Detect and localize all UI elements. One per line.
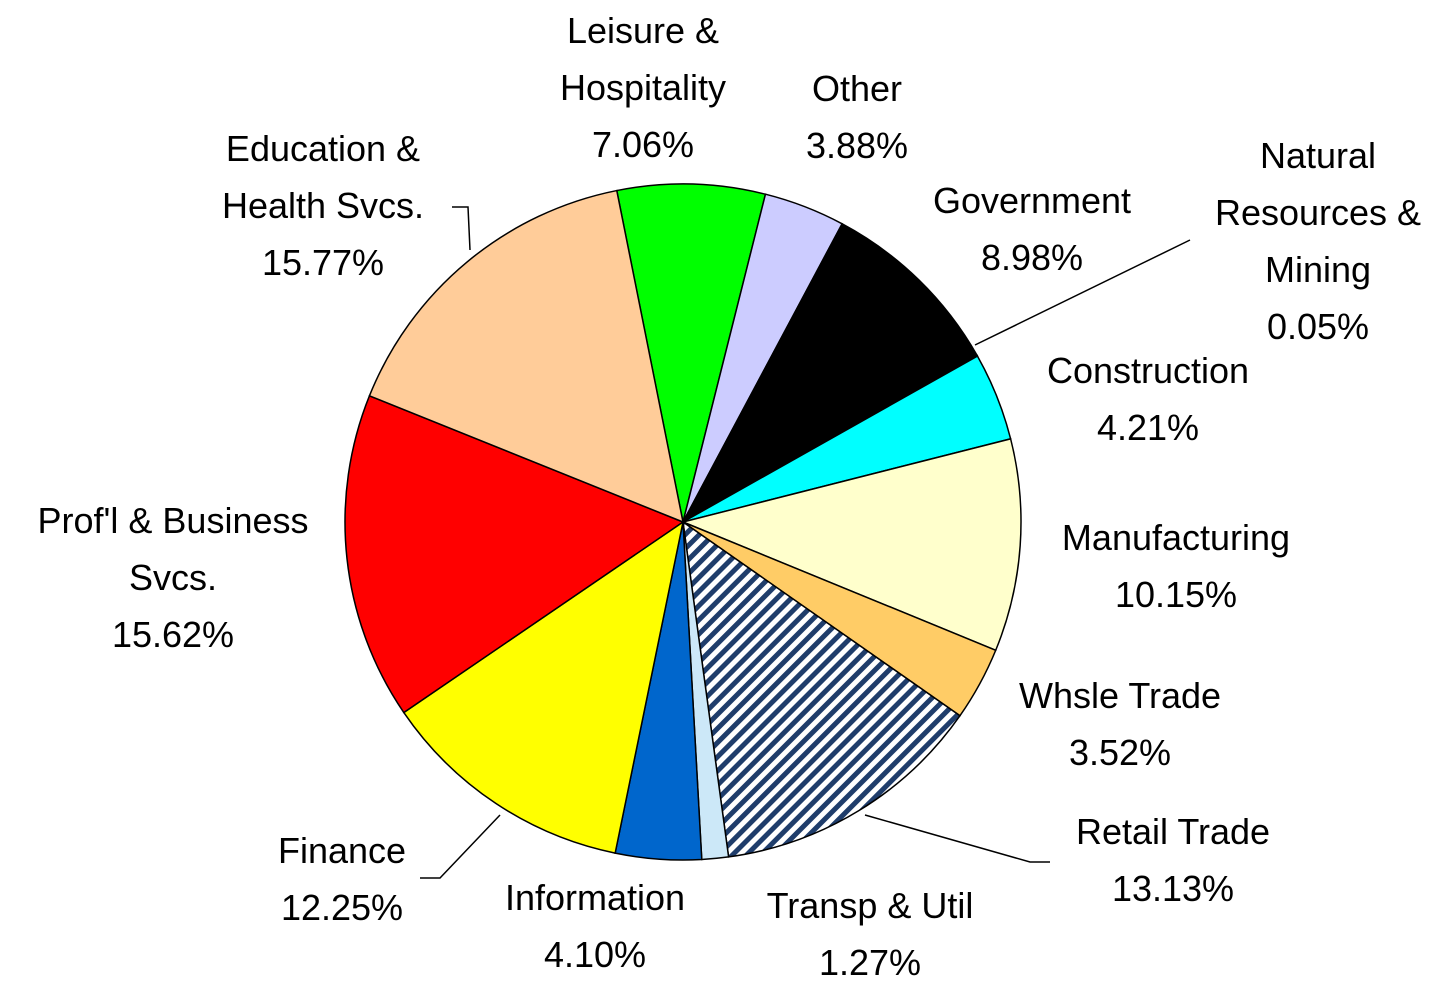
slice-label: Information 4.10% [505,869,685,981]
category-label: Leisure & Hospitality [559,10,727,108]
value-label: 13.13% [1111,868,1235,909]
pie-slice [680,437,1022,652]
category-label: Information [504,877,686,918]
value-label: 7.06% [591,124,695,165]
category-label: Retail Trade [1075,811,1271,852]
pie-slice [615,183,767,523]
value-label: 0.05% [1266,306,1370,347]
slice-label: Retail Trade 13.13% [1076,803,1270,917]
pie-slice [344,394,685,714]
category-label: Construction [1046,350,1250,391]
leader-line [452,206,471,251]
value-label: 3.88% [805,125,909,166]
slice-label: Construction 4.21% [1047,342,1249,456]
slice-label: Leisure & Hospitality 7.06% [560,2,726,173]
pie-slice [682,520,962,858]
slice-label: Education & Health Svcs. 15.77% [222,120,424,291]
value-label: 8.98% [980,237,1084,278]
slice-label: Finance 12.25% [278,822,406,936]
slice-label: Natural Resources & Mining 0.05% [1215,127,1421,355]
value-label: 4.10% [543,934,647,975]
category-label: Other [811,68,903,109]
slice-label: Manufacturing 10.15% [1062,509,1290,623]
leader-lines [420,206,1191,879]
value-label: 10.15% [1114,574,1238,615]
pie-slice [402,520,685,855]
category-label: Natural Resources & Mining [1214,135,1422,290]
value-label: 4.21% [1096,407,1200,448]
pie-slice [681,222,978,524]
value-label: 15.62% [111,614,235,655]
slice-label: Whsle Trade 3.52% [1019,667,1221,781]
value-label: 12.25% [280,887,404,928]
leader-line [420,814,501,879]
leader-line [864,814,1050,863]
category-label: Prof'l & Business Svcs. [37,500,309,598]
slice-label: Transp & Util 1.27% [767,877,974,981]
category-label: Whsle Trade [1018,675,1222,716]
value-label: 1.27% [818,942,922,981]
slice-label: Government 8.98% [933,172,1131,286]
category-label: Finance [277,830,407,871]
category-label: Education & Health Svcs. [221,128,425,226]
value-label: 15.77% [261,242,385,283]
pie-slice [368,189,685,524]
leader-line [974,239,1191,346]
value-label: 3.52% [1068,732,1172,773]
category-label: Transp & Util [766,885,974,926]
category-label: Government [932,180,1132,221]
slice-label: Other 3.88% [806,60,908,174]
category-label: Manufacturing [1061,517,1291,558]
slice-label: Prof'l & Business Svcs. 15.62% [38,492,309,663]
